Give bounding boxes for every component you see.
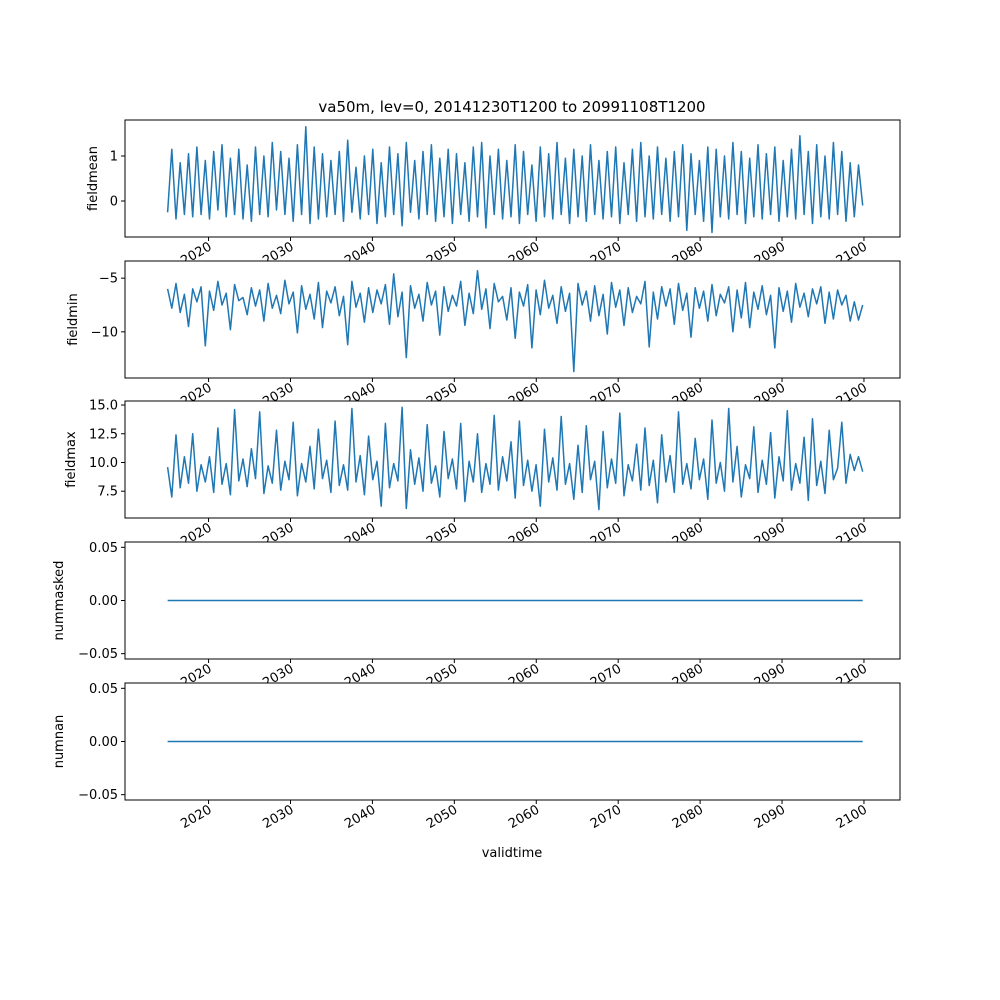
y-tick-label: 0.00 — [89, 735, 118, 750]
axes-frame — [124, 400, 901, 519]
series-line-fieldmin — [166, 269, 864, 373]
y-tick-label: 0.05 — [89, 682, 118, 697]
y-tick-label: −5 — [99, 272, 118, 287]
series-line-fieldmean — [166, 126, 864, 234]
y-axis-label: fieldmin — [66, 293, 81, 346]
y-axis-label: fieldmean — [86, 146, 101, 211]
y-axis-label: nummasked — [52, 561, 67, 641]
axes-frame — [124, 119, 901, 238]
y-axis-label: numnan — [52, 715, 67, 769]
y-tick-label: −0.05 — [78, 647, 118, 662]
y-tick-label: 0 — [110, 195, 118, 210]
y-tick-label: 0.05 — [89, 541, 118, 556]
series-line-fieldmax — [166, 406, 864, 511]
y-tick-label: −0.05 — [78, 788, 118, 803]
y-tick-label: 10.0 — [89, 456, 118, 471]
y-tick-label: 7.5 — [97, 485, 118, 500]
y-tick-label: 0.00 — [89, 594, 118, 609]
y-tick-label: 15.0 — [89, 399, 118, 414]
y-tick-label: 1 — [110, 150, 118, 165]
plot-area — [125, 261, 900, 378]
y-tick-label: 12.5 — [89, 427, 118, 442]
axes-frame — [124, 260, 901, 379]
y-tick-label: −10 — [91, 325, 118, 340]
chart-title: va50m, lev=0, 20141230T1200 to 20991108T… — [318, 98, 705, 116]
x-axis-label: validtime — [482, 846, 543, 861]
y-axis-label: fieldmax — [64, 431, 79, 488]
